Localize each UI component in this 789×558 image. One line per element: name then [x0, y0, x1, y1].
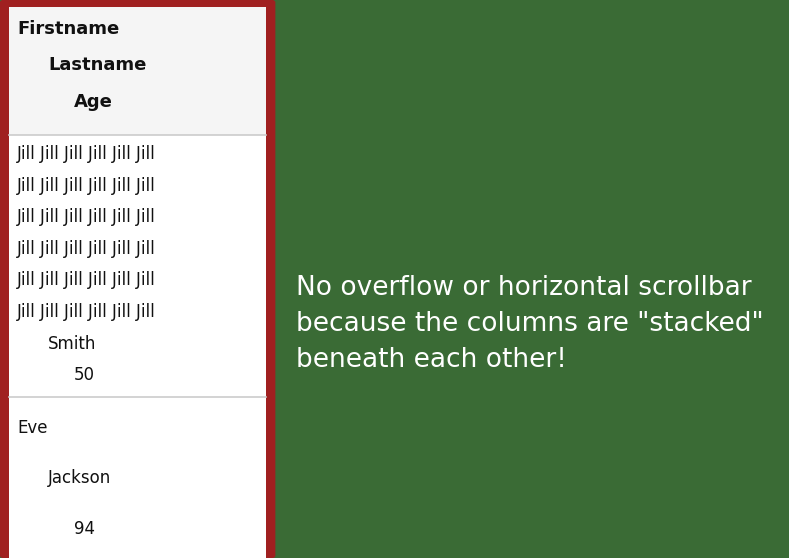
Text: Firstname: Firstname	[17, 20, 120, 38]
Text: Age: Age	[74, 93, 113, 111]
Text: Jill Jill Jill Jill Jill Jill: Jill Jill Jill Jill Jill Jill	[17, 271, 156, 290]
Text: 50: 50	[74, 366, 95, 384]
FancyBboxPatch shape	[9, 397, 266, 558]
Text: Jill Jill Jill Jill Jill Jill: Jill Jill Jill Jill Jill Jill	[17, 303, 156, 321]
FancyBboxPatch shape	[9, 7, 266, 135]
Text: Jill Jill Jill Jill Jill Jill: Jill Jill Jill Jill Jill Jill	[17, 208, 156, 226]
Text: 94: 94	[74, 520, 95, 538]
Text: Smith: Smith	[48, 335, 96, 353]
FancyBboxPatch shape	[9, 135, 266, 397]
Text: Jill Jill Jill Jill Jill Jill: Jill Jill Jill Jill Jill Jill	[17, 240, 156, 258]
Text: Eve: Eve	[17, 418, 48, 437]
Text: Lastname: Lastname	[48, 56, 147, 74]
Text: No overflow or horizontal scrollbar
because the columns are "stacked"
beneath ea: No overflow or horizontal scrollbar beca…	[296, 275, 764, 373]
FancyBboxPatch shape	[0, 0, 275, 558]
Text: Jill Jill Jill Jill Jill Jill: Jill Jill Jill Jill Jill Jill	[17, 176, 156, 195]
Text: Jill Jill Jill Jill Jill Jill: Jill Jill Jill Jill Jill Jill	[17, 145, 156, 163]
Text: Jackson: Jackson	[48, 469, 111, 488]
FancyBboxPatch shape	[9, 7, 266, 551]
